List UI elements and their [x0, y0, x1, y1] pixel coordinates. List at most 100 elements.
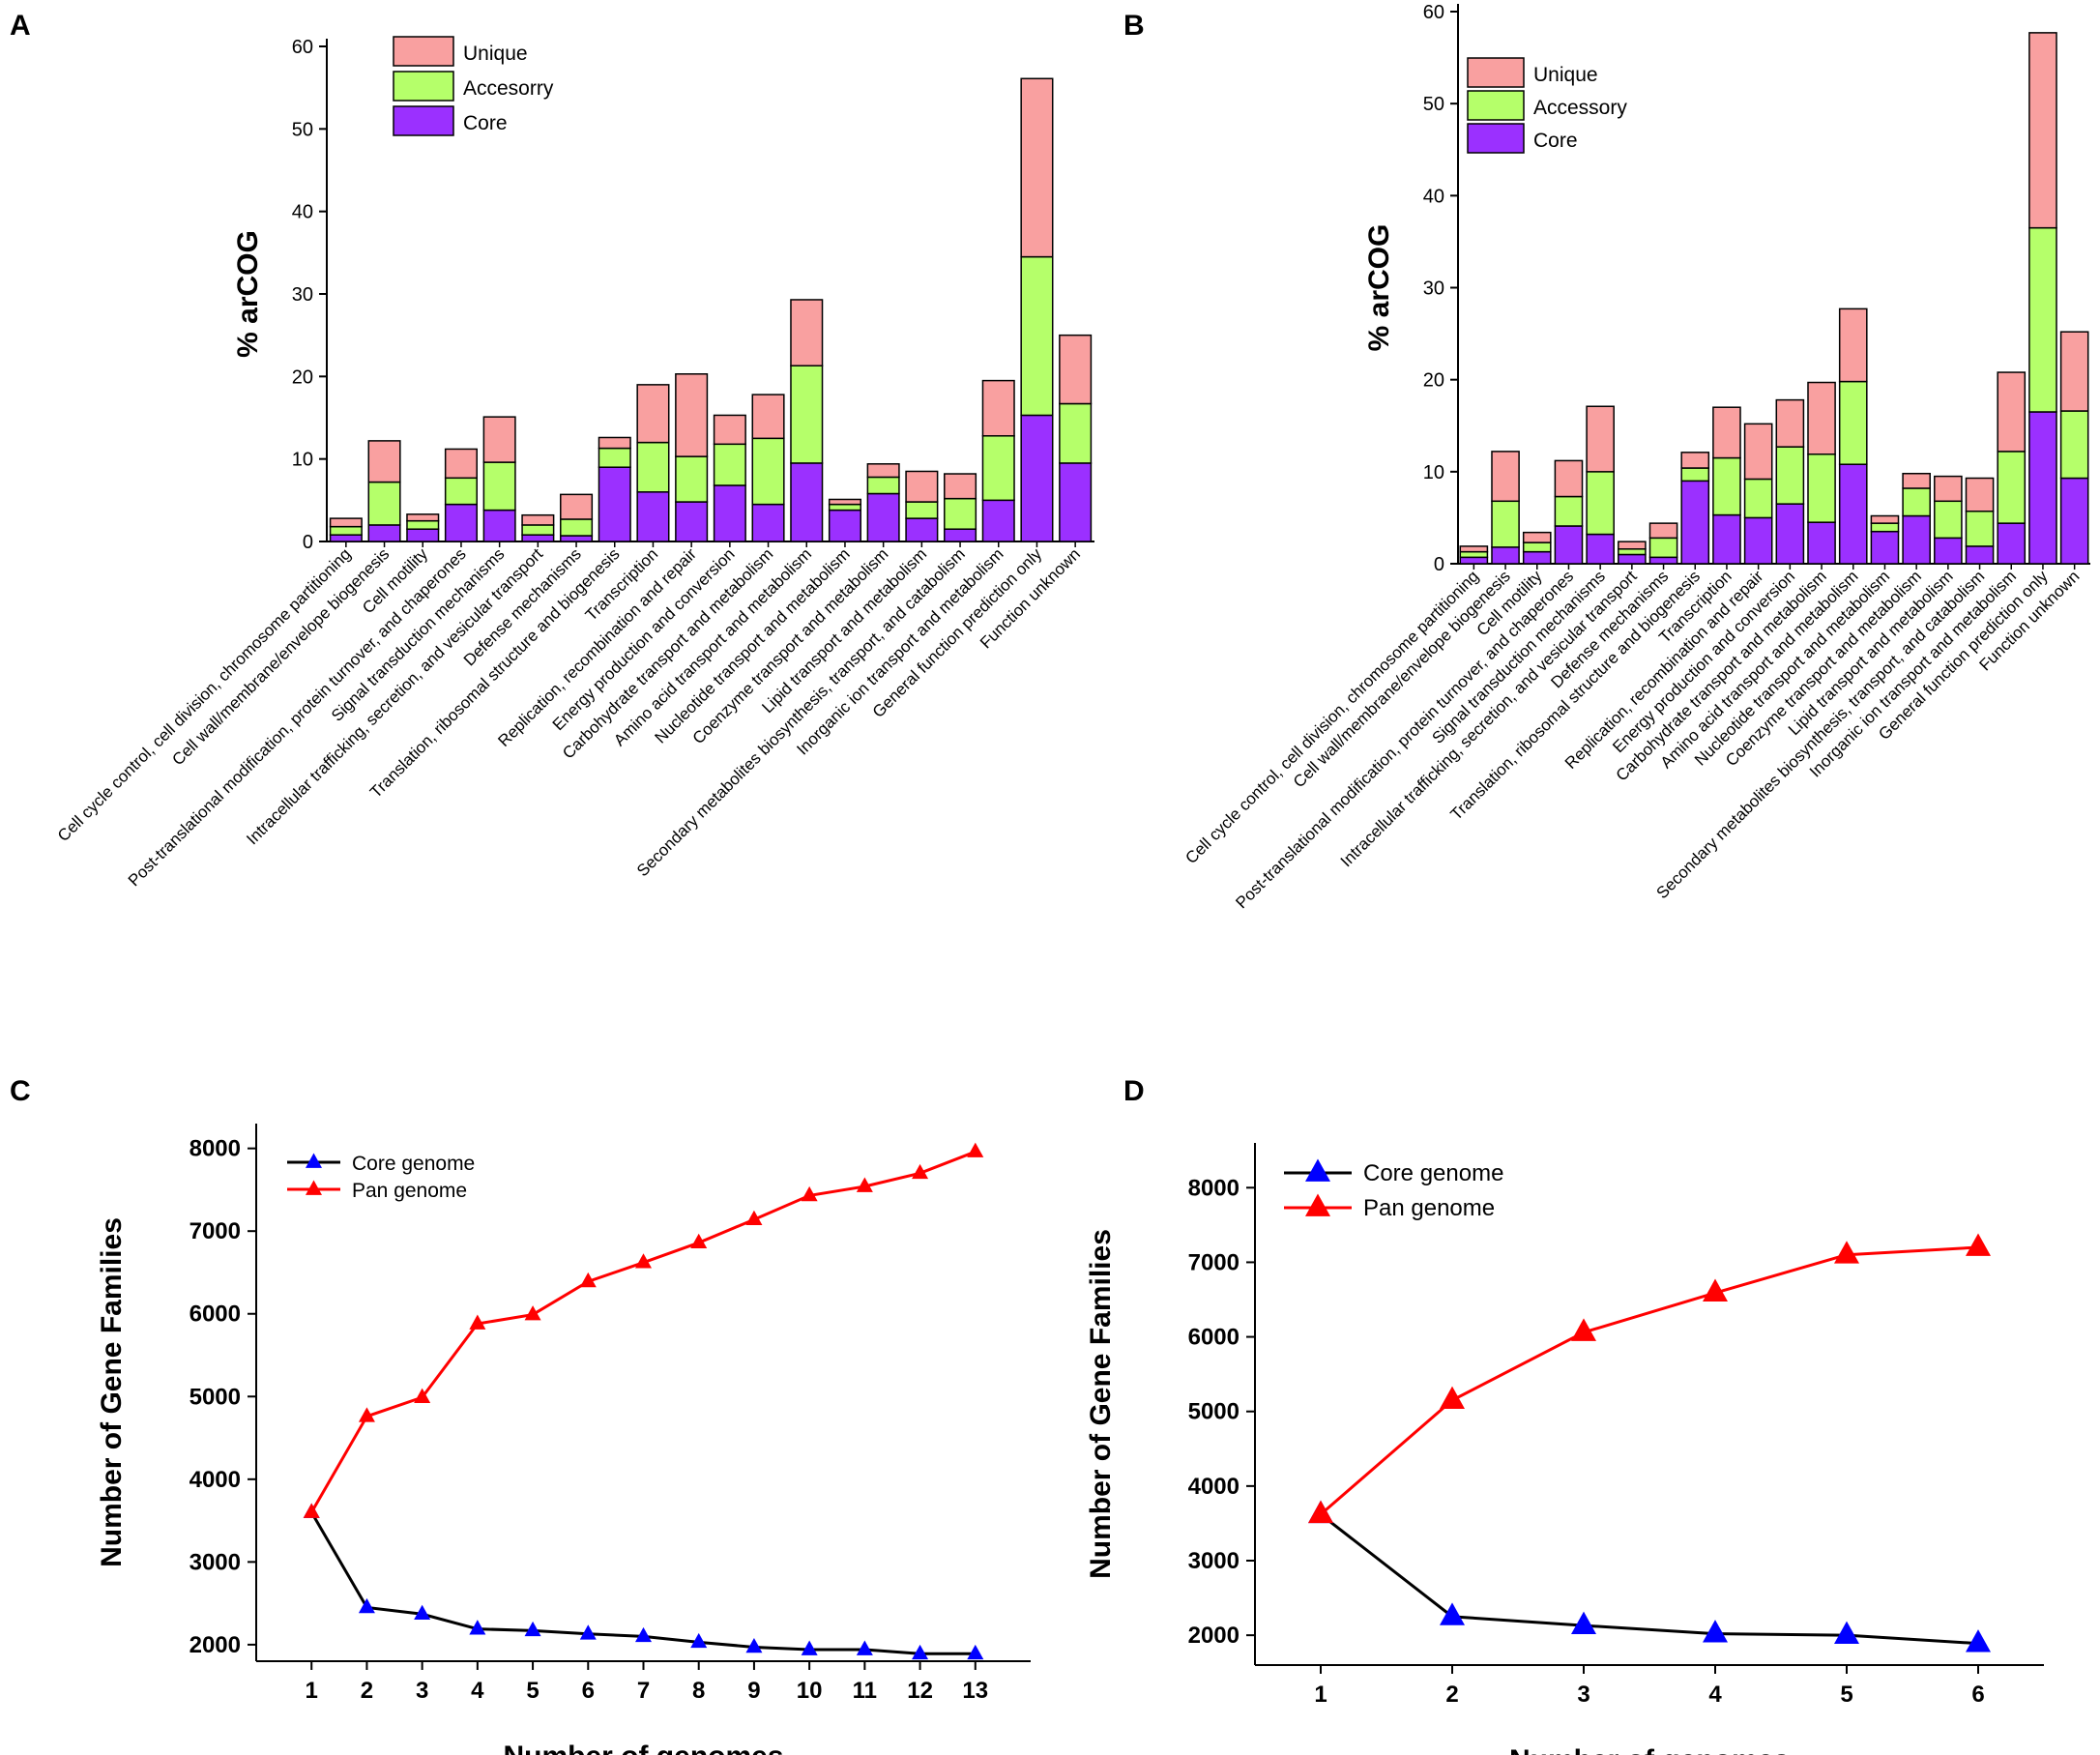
bar-accesorry [905, 501, 939, 519]
x-tick-label: 2 [1445, 1682, 1458, 1708]
bar-accessory [1491, 500, 1520, 548]
bar-unique [1554, 459, 1584, 498]
point-core-genome [1440, 1602, 1465, 1625]
bar-accesorry [560, 518, 594, 537]
y-tick-label: 0 [1434, 554, 1444, 575]
series-line-pan-genome [1320, 1245, 1979, 1516]
point-pan-genome [856, 1177, 873, 1192]
bar-unique [1680, 452, 1710, 469]
point-core-genome [912, 1644, 929, 1660]
point-pan-genome [469, 1314, 486, 1330]
series-line-pan-genome [309, 1150, 977, 1513]
bar-unique [1618, 541, 1647, 550]
x-tick-label: 4 [471, 1678, 484, 1704]
bar-accessory [1586, 471, 1615, 536]
bar-unique [790, 299, 824, 366]
legend-swatch-unique [393, 36, 454, 67]
legend-label: Pan genome [352, 1180, 467, 1202]
y-tick-label: 3000 [190, 1549, 241, 1575]
bar-core [1712, 513, 1741, 565]
y-tick-label: 6000 [1188, 1325, 1240, 1351]
bar-accesorry [675, 455, 709, 503]
point-core-genome [469, 1620, 486, 1635]
point-core-genome [358, 1597, 375, 1614]
bar-unique [1870, 514, 1900, 524]
bar-unique [828, 498, 861, 506]
bar-core [1902, 514, 1931, 565]
bar-core [2059, 477, 2089, 565]
bar-accesorry [828, 503, 861, 512]
bar-accesorry [1020, 255, 1054, 417]
legend-marker-core-genome [1305, 1158, 1330, 1182]
bar-accesorry [751, 437, 785, 506]
x-tick-label: 5 [526, 1678, 539, 1704]
point-pan-genome [414, 1388, 431, 1403]
bar-unique [2059, 331, 2089, 412]
bar-core [905, 517, 939, 542]
bar-core [521, 534, 555, 542]
bar-accessory [1459, 550, 1489, 559]
bar-accesorry [636, 441, 670, 493]
x-tick-label: 3 [1577, 1682, 1590, 1708]
bar-core [981, 499, 1015, 542]
point-pan-genome [524, 1305, 541, 1321]
bar-unique [598, 436, 631, 450]
panel-letter: A [10, 10, 31, 42]
point-core-genome [967, 1644, 984, 1660]
bar-core [1807, 521, 1836, 565]
bar-core [1743, 516, 1773, 565]
bar-accessory [1680, 467, 1710, 483]
bar-core [1965, 545, 1995, 565]
bar-core [1870, 530, 1900, 565]
y-axis-label: % arCOG [232, 230, 264, 358]
legend-label: Unique [463, 43, 528, 65]
bar-core [1020, 414, 1054, 542]
legend-label: Pan genome [1363, 1195, 1495, 1221]
bar-unique [1838, 307, 1868, 383]
legend-swatch-accesorry [393, 71, 454, 102]
point-pan-genome [358, 1407, 375, 1422]
bar-core [751, 503, 785, 542]
bar-unique [751, 394, 785, 440]
point-core-genome [801, 1640, 818, 1655]
bar-core [598, 466, 631, 542]
y-tick-label: 5000 [190, 1384, 241, 1410]
bar-unique [444, 448, 478, 480]
bar-accesorry [866, 476, 900, 495]
y-tick-label: 0 [303, 532, 313, 553]
x-tick-label: 1 [306, 1678, 318, 1704]
point-core-genome [414, 1604, 431, 1621]
y-axis-label: Number of Gene Families [96, 1217, 128, 1567]
bar-core [1459, 556, 1489, 565]
bar-accessory [1618, 548, 1647, 556]
x-tick-label: 8 [692, 1678, 705, 1704]
bar-accessory [1743, 478, 1773, 519]
y-tick-label: 30 [1423, 278, 1444, 300]
bar-core [444, 503, 478, 542]
x-tick-label: 5 [1840, 1682, 1852, 1708]
x-tick-label: 12 [907, 1678, 933, 1704]
bar-core [560, 535, 594, 542]
bar-unique [1807, 381, 1836, 455]
bar-accessory [1997, 451, 2027, 524]
bar-core [1680, 480, 1710, 565]
bar-accesorry [367, 481, 401, 526]
x-axis-label: Number of genomes [503, 1740, 783, 1755]
panel-letter: B [1123, 10, 1145, 42]
point-pan-genome [303, 1503, 320, 1518]
bar-core [1059, 462, 1093, 542]
y-tick-label: 7000 [190, 1218, 241, 1244]
bar-accessory [1965, 511, 1995, 547]
bar-accesorry [406, 519, 440, 530]
legend-swatch-core [1467, 123, 1525, 154]
point-core-genome [1834, 1621, 1859, 1645]
point-core-genome [635, 1626, 652, 1643]
bar-unique [1648, 522, 1678, 540]
x-tick-label: 13 [962, 1678, 988, 1704]
bar-accesorry [981, 435, 1015, 502]
legend-marker-pan-genome [306, 1180, 322, 1195]
y-tick-label: 4000 [1188, 1474, 1240, 1500]
bar-accesorry [329, 525, 363, 536]
y-tick-label: 10 [292, 450, 313, 471]
